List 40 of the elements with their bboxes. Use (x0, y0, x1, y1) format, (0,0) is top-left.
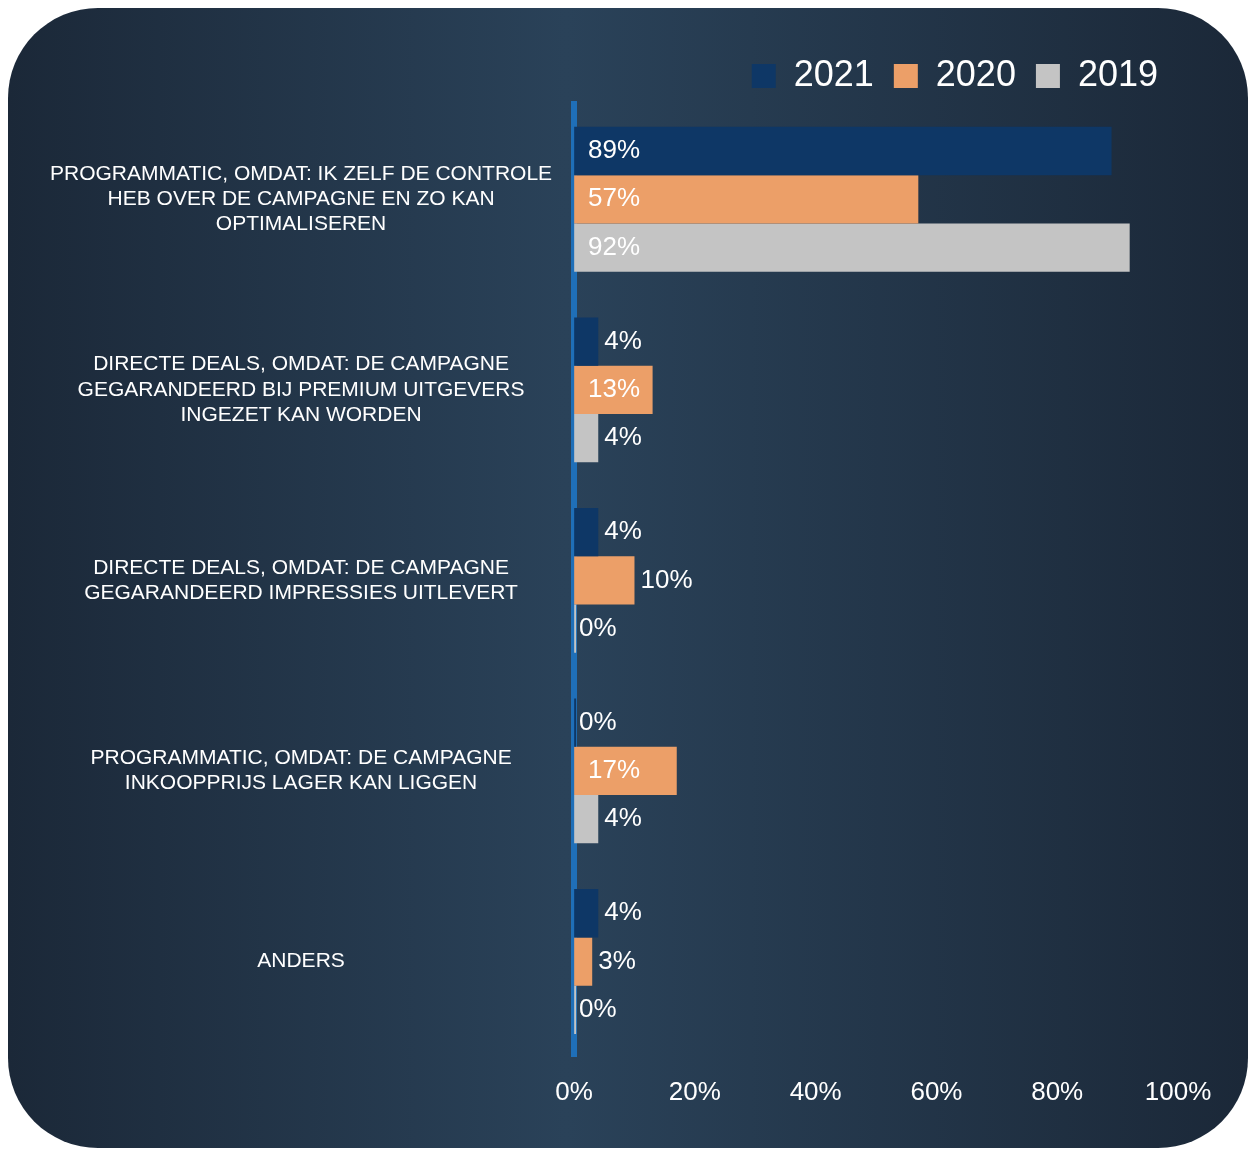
x-tick-label: 20% (668, 1075, 721, 1106)
bar (574, 126, 1112, 176)
x-tick-label: 100% (1144, 1075, 1212, 1106)
data-label: 0% (579, 705, 617, 736)
x-tick-label: 80% (1031, 1075, 1084, 1106)
y-tick-label: PROGRAMMATIC, OMDAT: IK ZELF DE CONTROLE HEB OVER DE CAMPAGNE EN ZO KAN OPTIMALISEREN (50, 160, 553, 235)
data-label: 10% (640, 563, 693, 594)
data-label: 17% (588, 754, 641, 785)
bar (574, 746, 677, 796)
bar (574, 556, 635, 605)
legend-label: 2020 (935, 52, 1016, 94)
bar (574, 937, 593, 986)
data-label: 4% (604, 515, 642, 546)
data-label: 3% (598, 944, 636, 975)
bar (574, 317, 599, 366)
x-tick-label: 40% (789, 1075, 842, 1106)
data-label: 57% (588, 182, 641, 213)
data-label: 13% (588, 373, 641, 404)
data-label: 0% (579, 992, 617, 1023)
data-label: 89% (588, 134, 641, 165)
data-label: 0% (579, 611, 617, 642)
y-tick-label: ANDERS (257, 948, 345, 972)
bar (574, 223, 1130, 272)
data-label: 4% (604, 896, 642, 927)
bar (574, 795, 599, 844)
data-label: 4% (604, 421, 642, 452)
legend-label: 2019 (1077, 52, 1159, 94)
y-tick-label: PROGRAMMATIC, OMDAT: DE CAMPAGNE INKOOPPRIJS LAGER KAN LIGGEN (90, 745, 512, 794)
bar (574, 889, 599, 938)
x-tick-label: 60% (910, 1075, 963, 1106)
legend-label: 2021 (793, 52, 874, 94)
bar (574, 175, 919, 224)
data-label: 4% (604, 324, 642, 355)
bar (574, 507, 599, 557)
y-tick-label: DIRECTE DEALS, OMDAT: DE CAMPAGNE GEGARANDEERD BIJ PREMIUM UITGEVERS INGEZET KAN WORDEN (77, 351, 525, 425)
bar (574, 413, 599, 463)
x-tick-label: 0% (555, 1075, 593, 1106)
data-label: 4% (604, 802, 642, 833)
data-label: 92% (588, 230, 641, 261)
y-tick-label: DIRECTE DEALS, OMDAT: DE CAMPAGNE GEGARANDEERD IMPRESSIES UITLEVERT (84, 554, 519, 603)
